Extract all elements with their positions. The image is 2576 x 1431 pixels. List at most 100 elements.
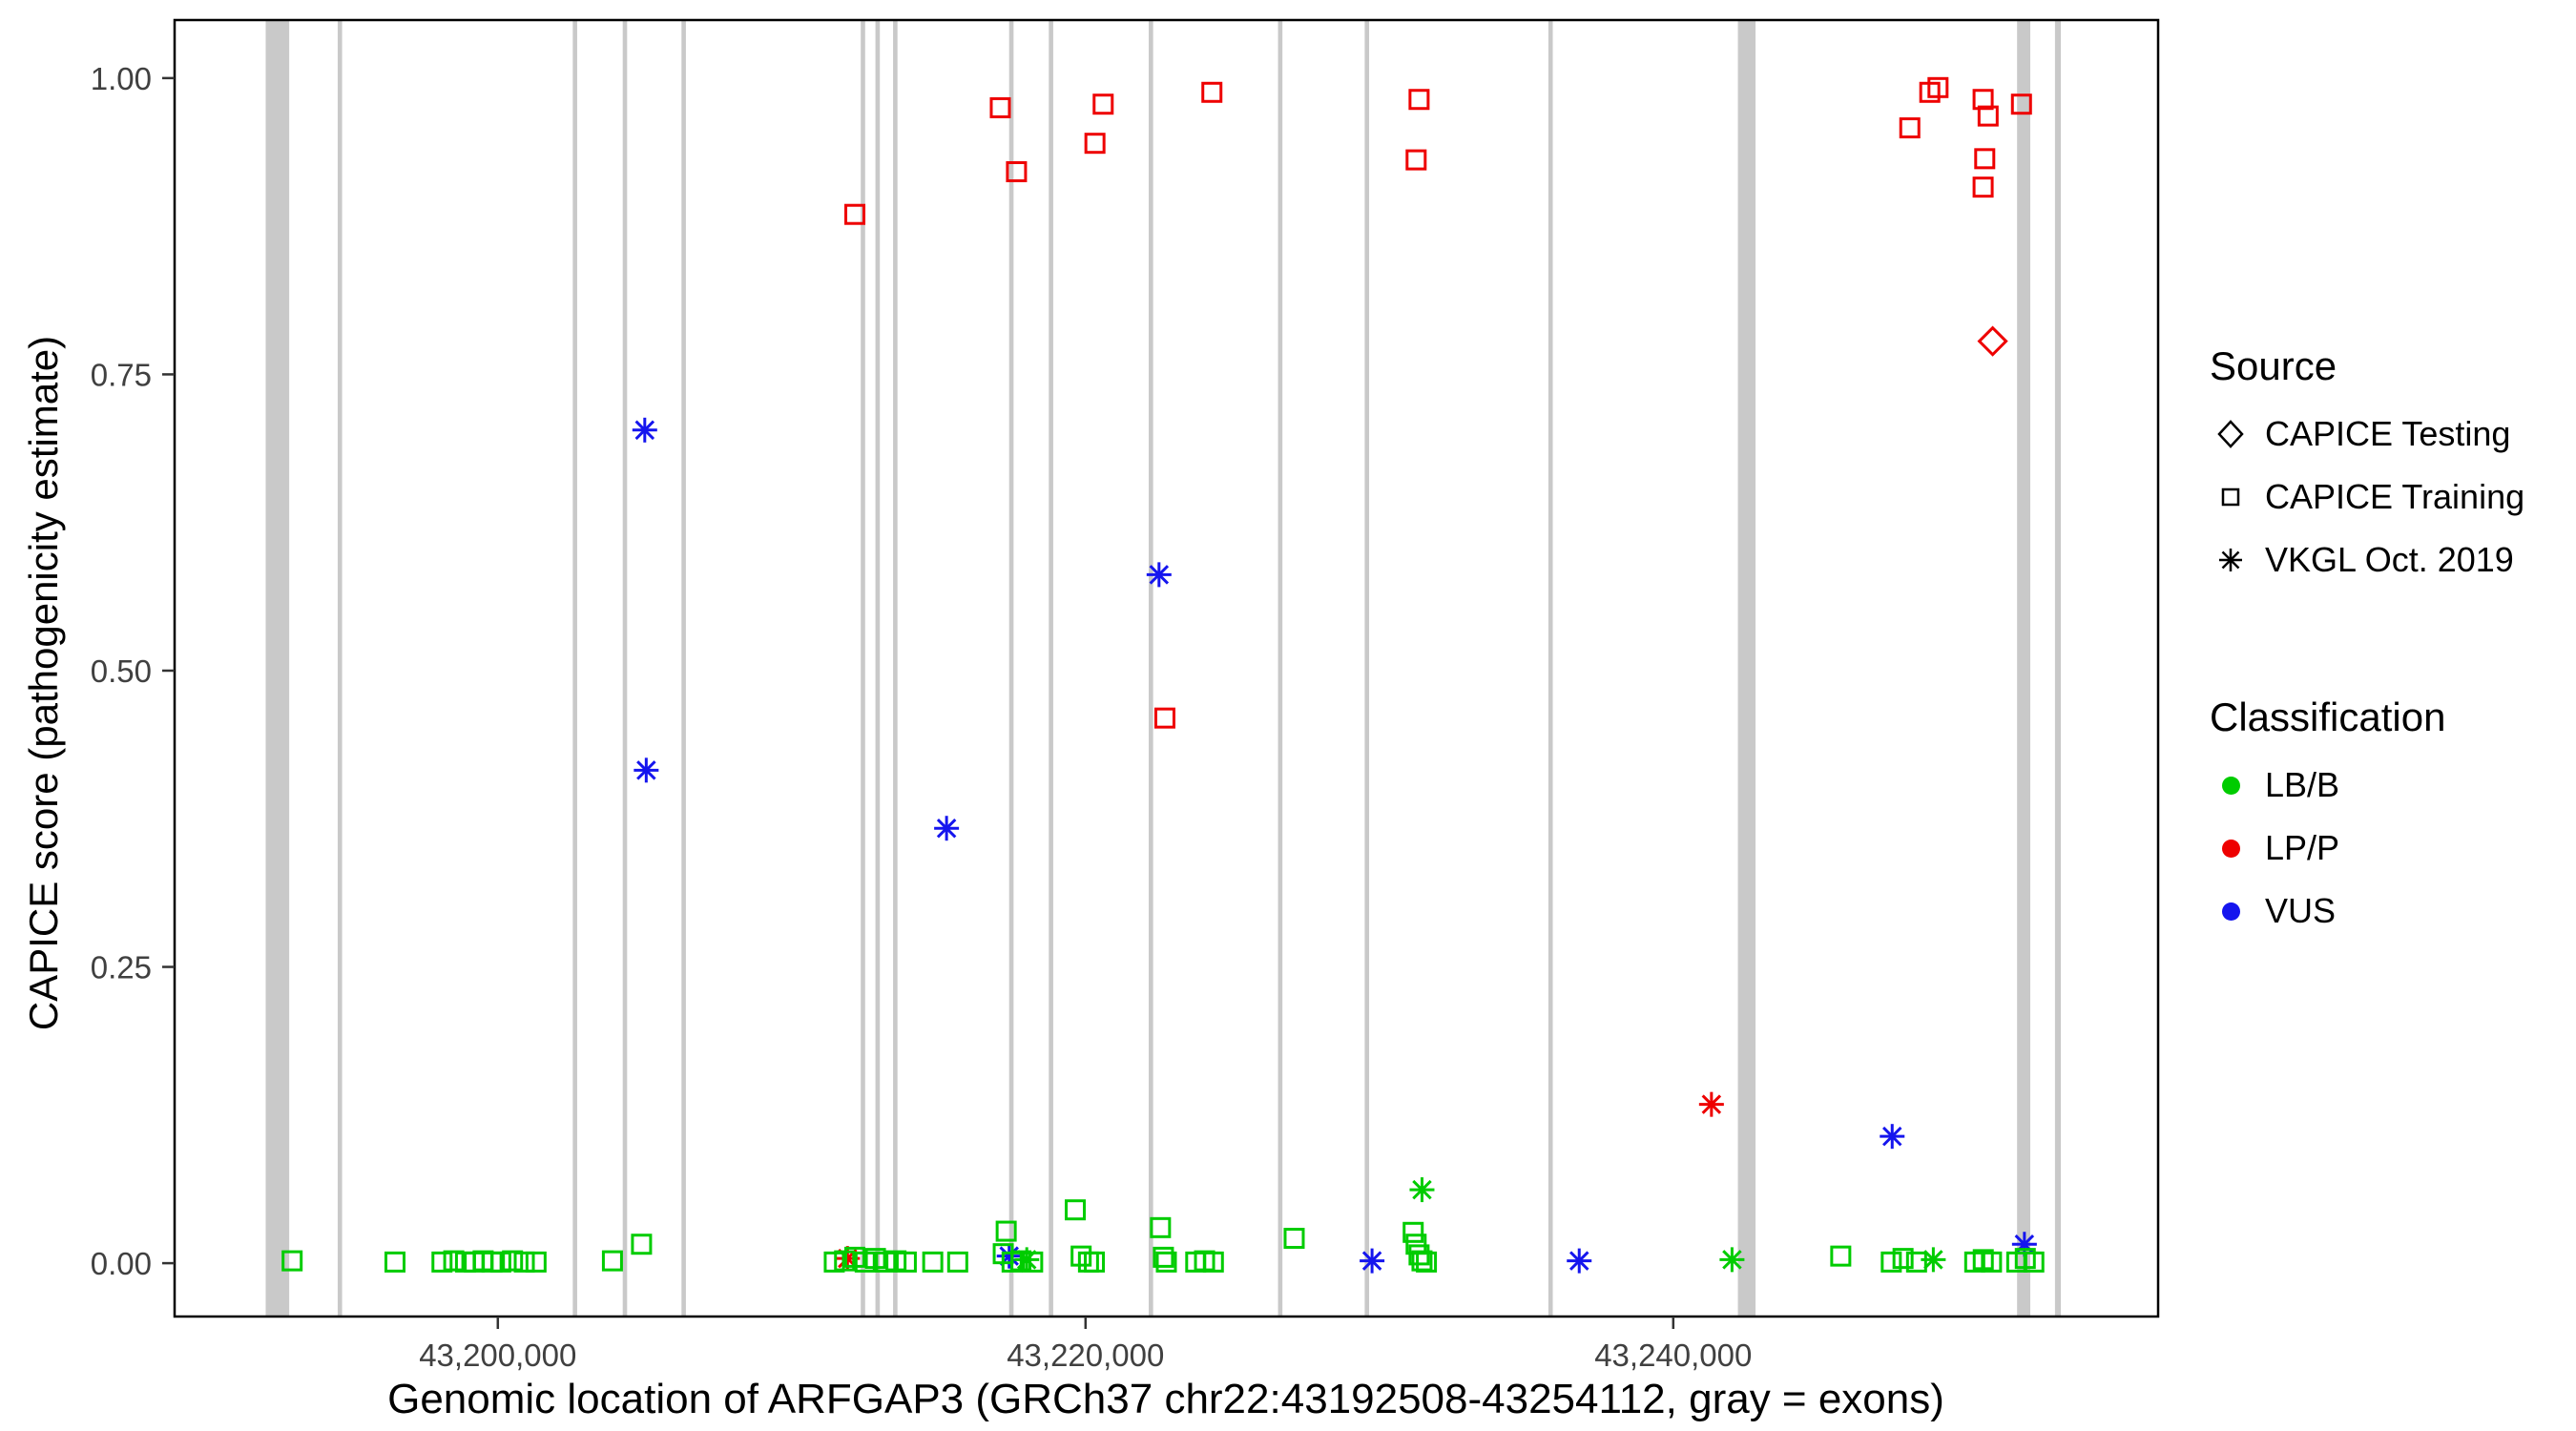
data-point-asterisk <box>1149 565 1170 585</box>
x-axis-title: Genomic location of ARFGAP3 (GRCh37 chr2… <box>387 1376 1944 1422</box>
data-point-square <box>1153 1246 1174 1268</box>
data-point-square <box>1084 1251 1106 1273</box>
legend-item-label: VUS <box>2265 891 2337 930</box>
data-point-square <box>1201 81 1223 103</box>
y-tick-label: 0.75 <box>91 357 152 392</box>
data-point-square <box>1065 1199 1087 1221</box>
legend-item-label: CAPICE Training <box>2265 477 2525 516</box>
data-point-square <box>1405 149 1427 171</box>
exon-band <box>861 20 865 1317</box>
data-point-asterisk <box>936 818 957 839</box>
data-point-asterisk <box>1923 1250 1943 1270</box>
exon-band <box>875 20 881 1317</box>
data-point-square <box>1981 1251 2003 1273</box>
data-point-asterisk <box>1882 1126 1902 1147</box>
data-point-asterisk <box>1412 1179 1432 1200</box>
exon-band <box>893 20 898 1317</box>
data-point-asterisk <box>1361 1251 1382 1271</box>
exon-band <box>1278 20 1283 1317</box>
data-point-square <box>946 1251 968 1273</box>
data-point-square <box>1402 1221 1424 1243</box>
data-point-asterisk <box>636 760 656 780</box>
exon-band <box>1008 20 1014 1317</box>
legend-item-lbb: LB/B <box>2210 754 2445 817</box>
diamond-icon <box>2210 413 2252 455</box>
y-axis-title: CAPICE score (pathogenicity estimate) <box>21 335 66 1031</box>
data-point-square <box>2010 93 2032 115</box>
y-tick-label: 1.00 <box>91 61 152 96</box>
exon-band <box>2017 20 2031 1317</box>
data-point-square <box>1972 176 1994 198</box>
blue-dot-icon <box>2210 890 2252 932</box>
data-point-square <box>1899 117 1921 139</box>
data-point-square <box>1202 1251 1224 1273</box>
data-point-square <box>1977 105 1999 127</box>
data-point-square <box>502 1250 524 1272</box>
x-tick-label: 43,200,000 <box>419 1338 576 1373</box>
data-point-square <box>1880 1251 1902 1273</box>
data-point-square <box>1006 161 1028 183</box>
data-point-square <box>281 1250 303 1272</box>
legend-item-label: LB/B <box>2265 765 2340 804</box>
y-tick-label: 0.50 <box>91 653 152 689</box>
exon-band <box>1049 20 1053 1317</box>
data-point-square <box>989 96 1011 118</box>
data-point-square <box>1070 1245 1092 1267</box>
legend-classification-title: Classification <box>2210 695 2446 739</box>
data-point-square <box>1084 133 1106 155</box>
y-tick-label: 0.25 <box>91 950 152 985</box>
asterisk-icon <box>2210 539 2252 581</box>
exon-band <box>1548 20 1553 1317</box>
data-point-asterisk <box>1722 1250 1742 1270</box>
data-point-diamond <box>1977 325 2008 357</box>
legend-item-lpp: LP/P <box>2210 817 2445 880</box>
data-point-square <box>1408 1244 1430 1266</box>
exon-band <box>265 20 290 1317</box>
data-point-square <box>1077 1251 1099 1273</box>
exon-band <box>2054 20 2062 1317</box>
data-point-square <box>995 1220 1017 1242</box>
legend-source: Source CAPICE Testing CAPICE Training VK… <box>2210 343 2524 591</box>
data-point-square <box>513 1251 535 1273</box>
data-point-square <box>1092 93 1114 115</box>
legend-source-title: Source <box>2210 343 2337 388</box>
x-tick-label: 43,220,000 <box>1007 1338 1164 1373</box>
data-point-square <box>895 1251 917 1273</box>
legend-item-capice-testing: CAPICE Testing <box>2210 403 2524 466</box>
green-dot-icon <box>2210 764 2252 806</box>
legend-item-vkgl: VKGL Oct. 2019 <box>2210 529 2524 591</box>
data-point-square <box>443 1250 465 1272</box>
data-point-square <box>1905 1251 1927 1273</box>
data-point-square <box>1155 1251 1177 1273</box>
data-point-square <box>1416 1251 1438 1273</box>
exon-band <box>681 20 686 1317</box>
data-point-square <box>601 1250 623 1272</box>
data-point-asterisk <box>634 420 655 441</box>
exon-band <box>337 20 343 1317</box>
legend-item-capice-training: CAPICE Training <box>2210 466 2524 529</box>
exon-band <box>572 20 577 1317</box>
data-point-square <box>489 1251 511 1273</box>
data-point-square <box>431 1251 453 1273</box>
data-point-square <box>384 1251 405 1273</box>
data-point-square <box>1408 89 1430 111</box>
x-tick-label: 43,240,000 <box>1594 1338 1752 1373</box>
exon-band <box>1364 20 1370 1317</box>
data-point-square <box>1010 1250 1032 1272</box>
data-point-square <box>922 1251 944 1273</box>
y-tick-label: 0.00 <box>91 1246 152 1281</box>
legend-item-label: VKGL Oct. 2019 <box>2265 540 2514 579</box>
legend-item-label: CAPICE Testing <box>2265 414 2511 453</box>
data-point-square <box>631 1234 653 1255</box>
data-point-square <box>1283 1228 1305 1250</box>
legend-classification: Classification LB/B LP/P VUS <box>2210 695 2445 943</box>
legend-item-label: LP/P <box>2265 828 2340 867</box>
data-point-square <box>1892 1248 1914 1270</box>
legend-item-vus: VUS <box>2210 880 2445 943</box>
exon-band <box>622 20 628 1317</box>
red-dot-icon <box>2210 827 2252 869</box>
exon-band <box>1737 20 1756 1317</box>
data-point-square <box>1022 1251 1044 1273</box>
data-point-square <box>1153 707 1175 729</box>
